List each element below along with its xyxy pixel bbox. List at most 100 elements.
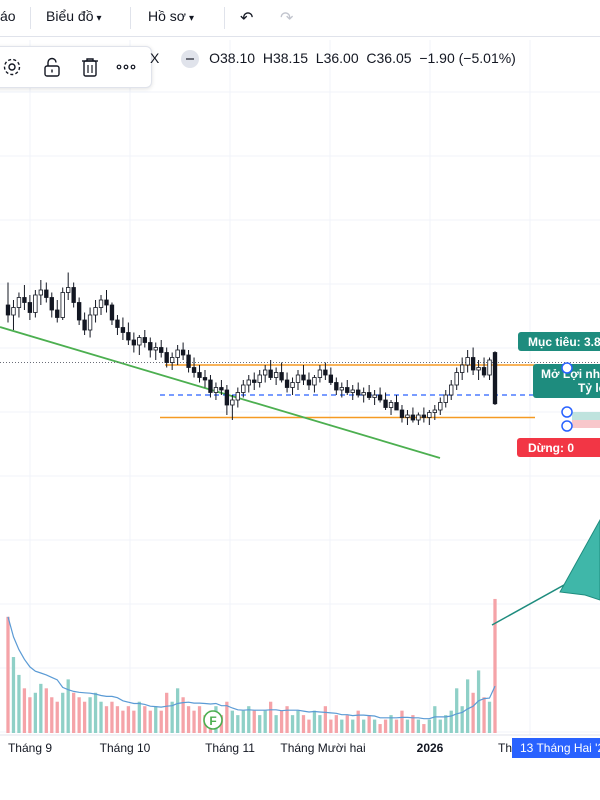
volume-bar bbox=[50, 697, 54, 733]
candle-body bbox=[87, 314, 93, 331]
candle-body bbox=[180, 349, 186, 356]
volume-bar bbox=[269, 701, 273, 733]
crosshair-date-bg bbox=[512, 738, 600, 758]
volume-bar bbox=[334, 715, 338, 733]
volume-bar bbox=[471, 692, 475, 733]
trash-icon[interactable] bbox=[79, 56, 101, 78]
gear-icon[interactable] bbox=[1, 56, 23, 78]
legend-open: O38.10 bbox=[209, 50, 256, 66]
volume-bar bbox=[170, 701, 174, 733]
undo-icon[interactable]: ↶ bbox=[240, 10, 254, 27]
dividend-marker-label: F bbox=[209, 714, 216, 728]
chart-menu-label: Biểu đồ bbox=[46, 8, 94, 24]
volume-bar bbox=[148, 710, 152, 733]
volume-bar bbox=[394, 719, 399, 733]
candle-body bbox=[164, 352, 169, 363]
candle-body bbox=[213, 387, 219, 393]
toolbar-item-partial[interactable]: áo bbox=[0, 8, 16, 24]
candle-body bbox=[377, 394, 383, 401]
volume-bar bbox=[340, 719, 344, 733]
candle-body bbox=[186, 354, 191, 368]
volume-bar bbox=[33, 692, 38, 733]
volume-bar bbox=[154, 706, 158, 733]
volume-bar bbox=[230, 710, 234, 733]
volume-bar bbox=[258, 715, 262, 733]
volume-bar bbox=[372, 719, 377, 733]
volume-bar bbox=[225, 701, 229, 733]
volume-bar bbox=[416, 719, 421, 733]
profile-menu-button[interactable]: Hồ sơ ▾ bbox=[148, 8, 194, 24]
candle-body bbox=[290, 382, 295, 388]
volume-bar bbox=[121, 710, 125, 733]
volume-bar bbox=[110, 701, 114, 733]
candle-body bbox=[191, 367, 197, 373]
volume-bar bbox=[367, 715, 371, 733]
chart-menu-button[interactable]: Biểu đồ ▾ bbox=[46, 8, 102, 24]
x-axis: Tháng 9 Tháng 10 Tháng 11 Tháng Mười hai 202… bbox=[0, 734, 600, 758]
drawing-floating-toolbar bbox=[0, 46, 152, 88]
x-axis-tick-label: 2026 bbox=[417, 741, 444, 755]
dividend-marker-circle bbox=[203, 710, 223, 730]
chevron-down-icon: ▾ bbox=[96, 13, 102, 24]
candle-body bbox=[175, 349, 180, 358]
volume-bar bbox=[77, 697, 81, 733]
volume-bar bbox=[28, 697, 32, 733]
candle-body bbox=[476, 367, 481, 371]
candle-body bbox=[131, 339, 137, 346]
volume-bar bbox=[159, 710, 163, 733]
candle-body bbox=[22, 297, 27, 303]
unlock-icon[interactable] bbox=[41, 56, 63, 78]
candle-body bbox=[301, 374, 306, 381]
volume-bar bbox=[307, 719, 311, 733]
volume-bar bbox=[22, 688, 27, 733]
volume-bar bbox=[323, 706, 328, 733]
chart-grid bbox=[0, 40, 600, 735]
volume-bar bbox=[66, 679, 70, 733]
candle-body bbox=[66, 287, 71, 293]
candle-body bbox=[153, 347, 158, 351]
candlesticks bbox=[5, 272, 498, 425]
x-axis-tick-label: Tháng 11 bbox=[205, 741, 255, 755]
volume-bar bbox=[433, 706, 437, 733]
candle-body bbox=[55, 309, 60, 318]
x-axis-tick-label: Th bbox=[498, 741, 512, 755]
candle-body bbox=[246, 379, 251, 386]
open-position-badge: Mở Lợi nhuTỷ lệ bbox=[533, 364, 600, 398]
more-icon[interactable] bbox=[115, 56, 137, 78]
volume-bar bbox=[465, 679, 470, 733]
candle-body bbox=[98, 299, 104, 308]
open-position-bg bbox=[533, 364, 600, 398]
legend-close: C36.05 bbox=[366, 50, 412, 66]
volume-bar bbox=[263, 710, 267, 733]
position-handle bbox=[561, 362, 573, 374]
volume-bar bbox=[44, 688, 48, 733]
volume-moving-average bbox=[7, 616, 496, 720]
volume-bar bbox=[422, 724, 426, 733]
position-overlay: Mục tiêu: 3.8 Mở Lợi nhuTỷ lệ Dừng: 0 F bbox=[203, 332, 600, 730]
collapse-icon[interactable] bbox=[181, 50, 200, 69]
volume-bar bbox=[55, 701, 59, 733]
stop-label: Dừng: 0 bbox=[528, 441, 574, 455]
close-glyph[interactable]: X bbox=[150, 50, 160, 66]
candle-body bbox=[60, 292, 65, 318]
candle-body bbox=[312, 377, 317, 386]
legend-low: L36.00 bbox=[315, 50, 359, 66]
candle-body bbox=[142, 337, 147, 343]
volume-bar bbox=[252, 710, 256, 733]
position-handle bbox=[561, 420, 573, 432]
candle-body bbox=[38, 289, 44, 296]
position-handle bbox=[561, 406, 573, 418]
candle-body bbox=[71, 287, 76, 303]
candle-body bbox=[27, 302, 33, 313]
volume-bar bbox=[345, 715, 349, 733]
volume-bar bbox=[318, 715, 322, 733]
candle-body bbox=[49, 297, 54, 311]
volume-bar bbox=[39, 683, 43, 733]
candle-body bbox=[295, 374, 301, 383]
redo-icon[interactable]: ↷ bbox=[280, 10, 294, 27]
volume-bar bbox=[356, 710, 360, 733]
crosshair-date-badge: 13 Tháng Hai '2 bbox=[512, 738, 600, 758]
candle-body bbox=[115, 319, 120, 328]
volume-bar bbox=[274, 715, 278, 733]
